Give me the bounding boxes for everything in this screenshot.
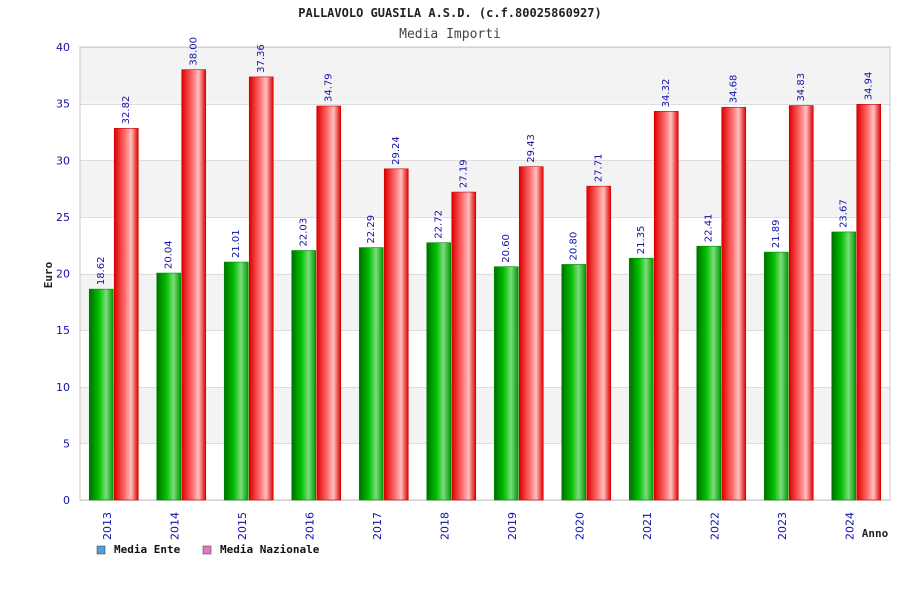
plot-background-bands xyxy=(80,47,890,500)
bar-label-media-ente: 22.41 xyxy=(704,214,715,243)
legend-label-media-ente: Media Ente xyxy=(114,543,181,556)
y-tick-label: 10 xyxy=(56,381,70,394)
bar-label-media-ente: 22.29 xyxy=(366,215,377,244)
plot-band xyxy=(80,216,890,274)
x-tick-label: 2023 xyxy=(776,512,789,540)
bar-label-media-nazionale: 29.24 xyxy=(391,136,402,165)
bar-value-labels: 18.62 32.82 20.04 38.00 21.01 37.36 22.03 34.79… xyxy=(96,37,875,285)
bar-media-nazionale xyxy=(653,111,679,501)
bar-label-media-nazionale: 32.82 xyxy=(121,96,132,125)
y-tick-label: 0 xyxy=(63,494,70,507)
bar-label-media-ente: 20.04 xyxy=(164,240,175,269)
legend-swatch-media-nazionale xyxy=(202,545,212,555)
bar-media-ente xyxy=(291,250,317,501)
plot-area xyxy=(79,46,891,501)
bar-media-nazionale xyxy=(586,185,612,501)
bar-label-media-nazionale: 27.71 xyxy=(594,154,605,183)
bar-label-media-ente: 20.80 xyxy=(569,232,580,261)
plot-band xyxy=(80,47,890,104)
y-tick-label: 15 xyxy=(56,324,70,337)
x-tick-label: 2018 xyxy=(438,512,451,540)
x-axis-ticks: 2013 2014 2015 2016 2017 2018 2019 2020 2021 2022… xyxy=(101,512,857,540)
bar-media-nazionale xyxy=(856,104,882,501)
plot-band xyxy=(80,330,890,387)
bar-media-ente xyxy=(561,264,587,501)
y-tick-label: 5 xyxy=(63,437,70,450)
bar-media-nazionale xyxy=(721,106,747,501)
y-tick-label: 35 xyxy=(56,98,70,111)
bar-label-media-nazionale: 34.79 xyxy=(324,73,335,102)
bar-media-ente xyxy=(831,231,857,501)
bar-label-media-nazionale: 34.83 xyxy=(796,73,807,102)
bar-label-media-nazionale: 27.19 xyxy=(459,159,470,188)
bar-label-media-ente: 22.03 xyxy=(299,218,310,247)
bar-label-media-ente: 18.62 xyxy=(96,256,107,285)
bar-media-ente xyxy=(426,242,452,501)
bar-label-media-nazionale: 38.00 xyxy=(189,37,200,66)
chart-title: PALLAVOLO GUASILA A.S.D. (c.f.8002586092… xyxy=(298,6,601,20)
y-tick-label: 30 xyxy=(56,154,70,167)
y-tick-label: 40 xyxy=(56,41,70,54)
bar-media-ente xyxy=(88,288,114,501)
bar-media-ente xyxy=(628,257,654,501)
chart-subtitle: Media Importi xyxy=(399,27,501,42)
bar-media-nazionale xyxy=(181,69,207,501)
x-tick-label: 2021 xyxy=(641,512,654,540)
x-tick-label: 2024 xyxy=(843,512,856,540)
legend-swatch-media-ente xyxy=(96,545,106,555)
bar-media-nazionale xyxy=(248,76,274,501)
bar-series xyxy=(88,69,882,501)
x-tick-label: 2016 xyxy=(303,512,316,540)
x-tick-label: 2015 xyxy=(236,512,249,540)
plot-band xyxy=(80,443,890,500)
plot-band xyxy=(80,103,890,161)
bar-media-nazionale xyxy=(451,191,477,501)
y-axis-ticks: 0 5 10 15 20 25 30 35 40 xyxy=(56,41,70,507)
bar-label-media-nazionale: 34.68 xyxy=(729,75,740,104)
x-tick-label: 2014 xyxy=(168,512,181,540)
bar-label-media-ente: 21.89 xyxy=(771,219,782,248)
x-axis-label: Anno xyxy=(862,527,889,540)
x-tick-label: 2022 xyxy=(708,512,721,540)
bar-media-ente xyxy=(763,251,789,501)
bar-label-media-nazionale: 34.32 xyxy=(661,79,672,108)
bar-media-nazionale xyxy=(383,168,409,501)
bar-media-nazionale xyxy=(788,105,814,501)
bar-label-media-nazionale: 37.36 xyxy=(256,44,267,73)
x-tick-label: 2020 xyxy=(573,512,586,540)
x-tick-label: 2017 xyxy=(371,512,384,540)
x-tick-label: 2013 xyxy=(101,512,114,540)
legend: Media Ente Media Nazionale xyxy=(96,543,320,556)
bar-label-media-nazionale: 34.94 xyxy=(864,72,875,101)
bar-media-nazionale xyxy=(518,166,544,501)
bar-media-ente xyxy=(696,245,722,501)
y-axis-label: Euro xyxy=(42,261,55,288)
bar-media-ente xyxy=(493,266,519,501)
bar-media-ente xyxy=(223,261,249,501)
bar-label-media-ente: 20.60 xyxy=(501,234,512,263)
x-tick-label: 2019 xyxy=(506,512,519,540)
plot-band xyxy=(80,273,890,331)
plot-band xyxy=(80,386,890,444)
bar-label-media-ente: 21.01 xyxy=(231,229,242,258)
y-tick-label: 20 xyxy=(56,268,70,281)
bar-label-media-nazionale: 29.43 xyxy=(526,134,537,163)
bar-label-media-ente: 22.72 xyxy=(434,210,445,239)
bar-media-ente xyxy=(156,272,182,501)
y-tick-label: 25 xyxy=(56,211,70,224)
bar-media-nazionale xyxy=(316,105,342,501)
bar-media-ente xyxy=(358,247,384,501)
bar-label-media-ente: 21.35 xyxy=(636,226,647,255)
plot-band xyxy=(80,160,890,217)
bar-label-media-ente: 23.67 xyxy=(839,199,850,228)
legend-label-media-nazionale: Media Nazionale xyxy=(220,543,320,556)
bar-media-nazionale xyxy=(113,128,139,501)
